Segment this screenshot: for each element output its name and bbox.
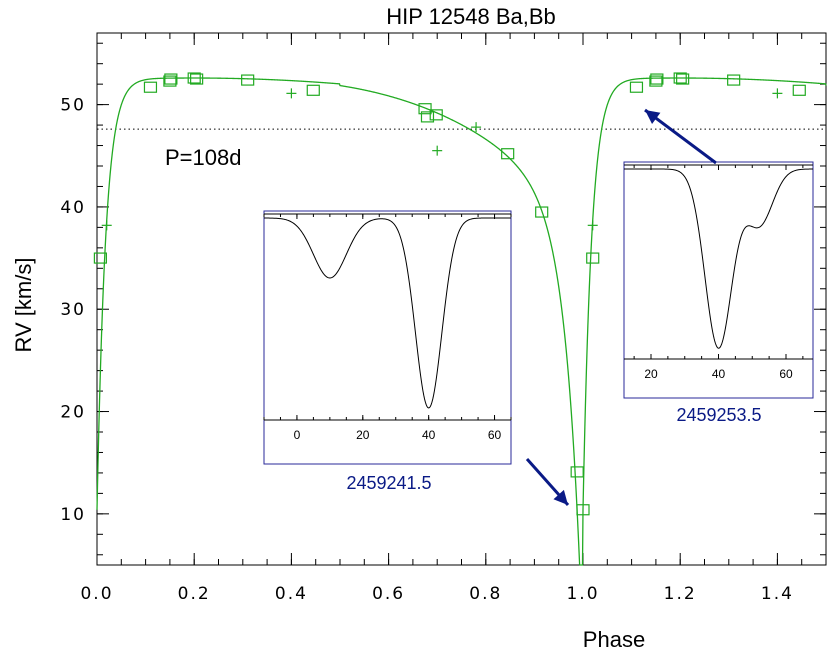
arrow	[525, 458, 570, 506]
arrows	[525, 108, 717, 506]
x-tick-label: 1.2	[664, 584, 697, 604]
plus-point	[432, 145, 443, 156]
x-tick-label: 0.8	[469, 584, 502, 604]
square-point	[187, 72, 201, 84]
arrow	[644, 108, 717, 165]
square-point	[306, 84, 320, 96]
square-point	[241, 74, 255, 86]
square-point	[673, 72, 687, 84]
x-tick-label: 1.4	[761, 584, 794, 604]
inset-1-label: 2459241.5	[346, 473, 431, 493]
square-point	[586, 252, 600, 264]
square-point	[93, 252, 108, 264]
square-point	[629, 81, 644, 93]
y-tick-label: 50	[60, 96, 86, 116]
plus-point	[587, 220, 598, 231]
square-point	[792, 84, 806, 96]
inset-tick-label: 60	[779, 367, 793, 381]
inset-tick-label: 20	[644, 367, 658, 381]
inset-profile-line	[264, 217, 511, 409]
plus-point	[471, 122, 482, 133]
square-point	[676, 73, 690, 85]
square-point	[429, 109, 443, 121]
inset-frame	[623, 161, 814, 399]
fit-curve	[96, 77, 827, 566]
y-tick-label: 20	[60, 403, 86, 423]
inset-tick-label: 0	[294, 428, 301, 442]
y-axis-label: RV [km/s]	[11, 258, 36, 353]
square-point	[164, 73, 178, 85]
square-point	[190, 73, 204, 85]
inset-2-label: 2459253.5	[676, 405, 761, 425]
plus-point	[772, 88, 783, 99]
square-point	[650, 73, 664, 85]
x-tick-label: 1.0	[566, 584, 599, 604]
square-point	[535, 206, 549, 218]
inset-profile-1: 0 20 40 60	[263, 210, 512, 465]
square-point	[420, 111, 435, 123]
plus-point	[286, 88, 297, 99]
inset-profile-line	[624, 168, 813, 349]
arrow-head	[645, 110, 661, 124]
x-axis-label: Phase	[583, 627, 645, 651]
inset-frame	[263, 210, 512, 465]
inset-tick-label: 40	[712, 367, 726, 381]
axes: 0.0 0.2 0.4 0.6 0.8 1.0 1.2 1.4 10 20 30 40 50	[60, 32, 827, 604]
data-points	[93, 72, 806, 516]
orbit-fit	[96, 77, 827, 566]
x-tick-label: 0.0	[80, 584, 113, 604]
square-point	[501, 148, 515, 160]
square-point	[418, 103, 432, 115]
x-tick-label: 0.2	[178, 584, 211, 604]
y-tick-label: 10	[60, 505, 86, 525]
arrow-head	[553, 489, 568, 505]
plus-point	[101, 220, 112, 231]
x-tick-label: 0.6	[372, 584, 405, 604]
inset-tick-label: 20	[356, 428, 370, 442]
inset-tick-label: 40	[422, 428, 436, 442]
x-tick-label: 0.4	[275, 584, 308, 604]
inset-tick-label: 60	[488, 428, 502, 442]
inset-profile-2: 20 40 60	[623, 161, 814, 399]
square-point	[576, 504, 590, 516]
y-tick-label: 40	[60, 198, 86, 218]
square-point	[649, 75, 663, 87]
square-point	[727, 74, 741, 86]
arrow-shaft	[644, 108, 717, 165]
square-point	[143, 81, 158, 93]
chart-title: HIP 12548 Ba,Bb	[386, 4, 556, 29]
square-point	[163, 75, 177, 87]
period-annotation: P=108d	[165, 145, 241, 170]
square-point	[570, 466, 584, 478]
y-tick-label: 30	[60, 300, 86, 320]
